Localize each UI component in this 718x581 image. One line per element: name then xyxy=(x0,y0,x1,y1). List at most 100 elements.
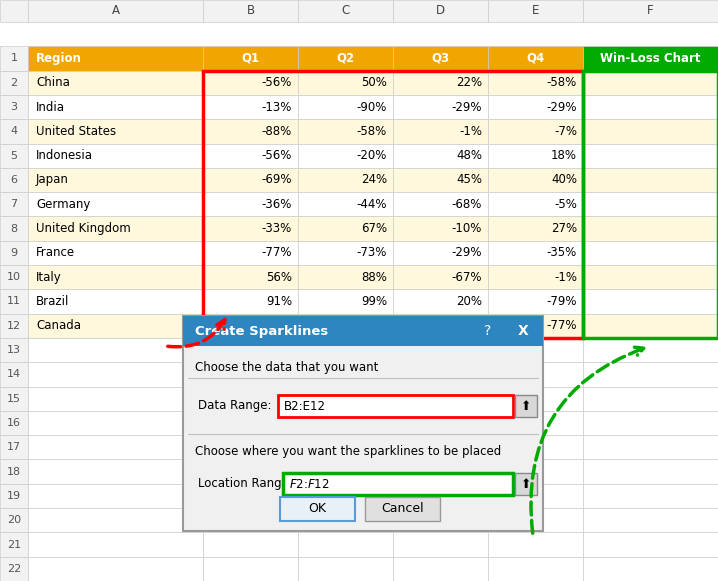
Bar xyxy=(488,338,583,363)
Text: OK: OK xyxy=(309,503,327,515)
Text: Choose the data that you want: Choose the data that you want xyxy=(195,361,378,375)
Text: 2: 2 xyxy=(11,78,17,88)
Text: 40%: 40% xyxy=(551,174,577,187)
Text: China: China xyxy=(36,76,70,89)
Text: -29%: -29% xyxy=(546,101,577,113)
Text: -58%: -58% xyxy=(546,76,577,89)
Bar xyxy=(583,386,718,411)
Bar xyxy=(583,338,718,363)
Text: 19: 19 xyxy=(7,491,21,501)
Bar xyxy=(488,192,583,217)
Text: 17: 17 xyxy=(7,442,21,453)
Bar xyxy=(28,0,203,22)
Text: Cancel: Cancel xyxy=(381,503,424,515)
Bar xyxy=(393,0,488,22)
Text: 20%: 20% xyxy=(456,295,482,308)
Bar xyxy=(393,289,488,314)
Bar xyxy=(0,46,28,71)
Bar xyxy=(393,363,488,386)
Text: ⬆: ⬆ xyxy=(521,478,531,490)
Bar xyxy=(28,192,203,217)
Text: -88%: -88% xyxy=(262,125,292,138)
Text: 27%: 27% xyxy=(551,222,577,235)
Bar xyxy=(0,168,28,192)
Bar xyxy=(28,557,203,581)
Bar xyxy=(0,192,28,217)
Bar xyxy=(488,484,583,508)
Bar xyxy=(488,71,583,95)
Text: 48%: 48% xyxy=(456,149,482,162)
Text: 6: 6 xyxy=(11,175,17,185)
Text: 8: 8 xyxy=(11,224,17,234)
Bar xyxy=(393,119,488,144)
Bar xyxy=(298,314,393,338)
Bar xyxy=(203,338,298,363)
Bar xyxy=(0,265,28,289)
Bar xyxy=(583,265,718,289)
Text: -10%: -10% xyxy=(452,222,482,235)
Text: 18%: 18% xyxy=(551,149,577,162)
Bar xyxy=(203,265,298,289)
Bar xyxy=(298,435,393,460)
Text: 24%: 24% xyxy=(361,174,387,187)
Bar xyxy=(0,289,28,314)
Bar xyxy=(488,435,583,460)
Text: Germany: Germany xyxy=(36,198,90,211)
Bar xyxy=(488,241,583,265)
Bar xyxy=(583,532,718,557)
Bar xyxy=(488,314,583,338)
Text: -36%: -36% xyxy=(261,198,292,211)
Text: 22%: 22% xyxy=(456,76,482,89)
Bar xyxy=(203,386,298,411)
Bar xyxy=(393,144,488,168)
Bar xyxy=(203,363,298,386)
Bar xyxy=(393,46,488,71)
Text: 45%: 45% xyxy=(456,174,482,187)
Bar xyxy=(583,411,718,435)
Bar xyxy=(488,289,583,314)
Bar xyxy=(488,508,583,532)
Bar xyxy=(393,95,488,119)
Text: -27%: -27% xyxy=(357,320,387,332)
Bar xyxy=(298,557,393,581)
Bar xyxy=(28,46,203,71)
Bar xyxy=(0,386,28,411)
Bar xyxy=(298,0,393,22)
Bar xyxy=(488,411,583,435)
Bar xyxy=(393,532,488,557)
Bar xyxy=(393,411,488,435)
Text: -56%: -56% xyxy=(261,76,292,89)
Bar xyxy=(298,46,393,71)
Text: -35%: -35% xyxy=(546,246,577,259)
Text: -5%: -5% xyxy=(554,198,577,211)
Bar xyxy=(28,95,203,119)
Bar xyxy=(488,46,583,71)
Bar xyxy=(203,46,298,71)
Text: B2:E12: B2:E12 xyxy=(284,400,326,413)
Text: Q2: Q2 xyxy=(337,52,355,65)
Bar xyxy=(0,411,28,435)
Text: 67%: 67% xyxy=(361,222,387,235)
Text: 11: 11 xyxy=(7,296,21,307)
Bar xyxy=(298,338,393,363)
Bar xyxy=(393,386,488,411)
Bar xyxy=(298,508,393,532)
Bar xyxy=(393,484,488,508)
Bar xyxy=(0,119,28,144)
Bar xyxy=(28,532,203,557)
Text: 7: 7 xyxy=(11,199,17,209)
Bar xyxy=(0,363,28,386)
Text: -1%: -1% xyxy=(459,125,482,138)
Text: Italy: Italy xyxy=(36,271,62,284)
Text: -7%: -7% xyxy=(554,125,577,138)
Bar xyxy=(298,386,393,411)
Bar xyxy=(203,71,583,338)
Text: 20: 20 xyxy=(7,515,21,525)
Bar xyxy=(583,192,718,217)
Bar xyxy=(0,241,28,265)
Bar xyxy=(0,435,28,460)
Bar xyxy=(393,71,488,95)
Bar xyxy=(583,508,718,532)
Text: 88%: 88% xyxy=(361,271,387,284)
Text: United Kingdom: United Kingdom xyxy=(36,222,131,235)
